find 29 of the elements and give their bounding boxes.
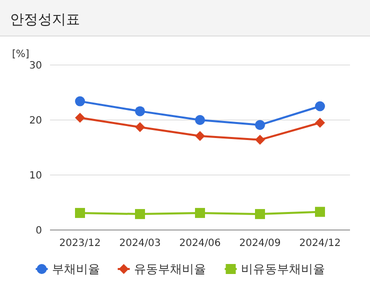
point — [195, 130, 205, 141]
x-tick-label: 2023/12 — [59, 238, 101, 249]
point — [255, 120, 265, 130]
point — [195, 115, 205, 125]
point — [255, 209, 265, 220]
point — [135, 122, 145, 132]
point — [315, 206, 325, 217]
y-tick-label: 0 — [36, 226, 42, 236]
x-tick-label: 2024/03 — [119, 238, 161, 249]
legend-label: 비유동부채비율 — [240, 262, 325, 276]
chart-title: 안정성지표 — [10, 12, 80, 28]
y-tick-label: 10 — [29, 170, 42, 182]
point — [255, 134, 265, 145]
x-tick-label: 2024/12 — [299, 238, 341, 249]
point — [195, 208, 205, 218]
point — [135, 106, 145, 116]
y-tick-label: 30 — [29, 60, 42, 72]
y-axis-title: [%] — [12, 49, 30, 60]
legend-label: 부채비율 — [52, 262, 100, 276]
x-tick-label: 2024/09 — [239, 238, 281, 249]
point — [75, 96, 85, 106]
legend-label: 유동부채비율 — [134, 262, 206, 276]
point — [315, 101, 325, 112]
point — [315, 118, 325, 128]
y-tick-label: 20 — [29, 116, 42, 126]
x-tick-label: 2024/06 — [179, 238, 221, 249]
point — [75, 208, 85, 218]
point — [75, 112, 85, 123]
point — [135, 209, 145, 220]
